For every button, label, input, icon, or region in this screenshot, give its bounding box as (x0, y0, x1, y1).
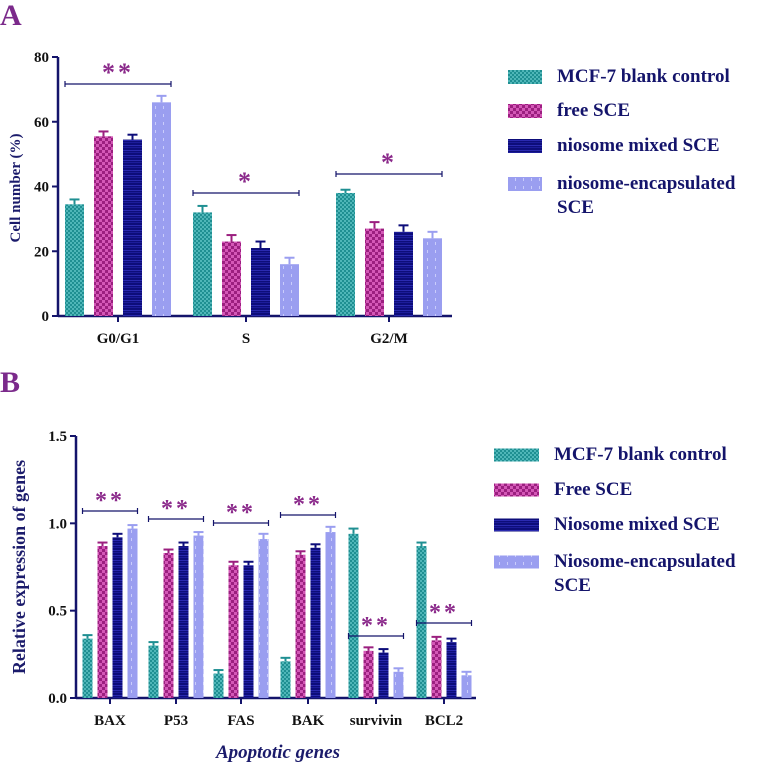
legend-label: MCF-7 blank control (557, 66, 730, 87)
bar (251, 248, 270, 316)
x-tick-label: BCL2 (425, 713, 463, 729)
significance-stars: ** (95, 488, 125, 514)
panel-b-legend: MCF-7 blank control Free SCE Niosome mixed… (494, 444, 736, 596)
y-tick-label: 40 (34, 180, 49, 196)
bar (446, 642, 457, 698)
bar (423, 238, 442, 316)
bar (82, 638, 93, 698)
bar (178, 546, 189, 698)
significance-stars: * (238, 167, 254, 196)
bar (193, 212, 212, 316)
panel-a-plot: 0 20 40 60 80 G0/G1 ** S * G2/M * (34, 50, 452, 347)
bar (378, 652, 389, 698)
bar (336, 192, 355, 316)
bar (148, 645, 159, 698)
x-tick-label: BAK (292, 713, 325, 729)
legend-label: SCE (557, 197, 594, 218)
legend-swatch (508, 139, 542, 153)
legend-label: free SCE (557, 100, 630, 121)
significance-stars: ** (293, 492, 323, 518)
x-tick-label: G2/M (370, 331, 408, 347)
legend-swatch (494, 483, 539, 497)
bar (228, 565, 239, 698)
panel-b: B Relative expression of genes Apoptotic… (0, 366, 736, 763)
panel-a: A Cell number (%) 0 20 40 60 80 G0/G1 ** S * G2/M… (0, 0, 736, 347)
bar (193, 535, 204, 698)
bar (416, 546, 427, 698)
legend-swatch (508, 104, 542, 118)
significance-stars: ** (361, 613, 391, 639)
x-tick-label: survivin (350, 713, 403, 729)
bar (123, 139, 142, 316)
y-tick-label: 0 (42, 309, 50, 325)
y-tick-label: 0.0 (48, 691, 67, 707)
significance-stars: ** (429, 600, 459, 626)
bar (393, 671, 404, 698)
legend-label: niosome mixed SCE (557, 135, 720, 156)
legend-swatch (508, 177, 542, 191)
legend-swatch (494, 448, 539, 462)
bar (325, 532, 336, 698)
x-tick-label: P53 (164, 713, 188, 729)
bar (310, 547, 321, 698)
panel-b-letter: B (0, 366, 20, 399)
legend-label: MCF-7 blank control (554, 444, 727, 465)
x-tick-label: FAS (227, 713, 254, 729)
significance-stars: ** (226, 500, 256, 526)
bar (94, 136, 113, 316)
panel-b-xlabel: Apoptotic genes (215, 742, 340, 763)
bar (280, 264, 299, 316)
panel-b-plot: 0.0 0.5 1.0 1.5 BAX ** P53 ** FAS ** BAK ** survivin… (48, 429, 476, 729)
panel-a-legend: MCF-7 blank control free SCE niosome mixed… (508, 66, 736, 218)
bar (163, 553, 174, 698)
y-tick-label: 80 (34, 50, 49, 66)
bar (243, 565, 254, 698)
bar (461, 675, 472, 698)
x-tick-label: S (242, 331, 250, 347)
bar (363, 650, 374, 698)
y-tick-label: 20 (34, 244, 49, 260)
legend-label: Niosome mixed SCE (554, 514, 720, 535)
y-tick-label: 0.5 (48, 604, 67, 620)
bar (65, 204, 84, 316)
bar (431, 640, 442, 698)
legend-swatch (494, 518, 539, 532)
bar (258, 539, 269, 698)
panel-a-ylabel: Cell number (%) (8, 134, 24, 243)
panel-a-letter: A (0, 0, 22, 32)
legend-label: Niosome-encapsulated (554, 551, 736, 572)
y-tick-label: 1.5 (48, 429, 67, 445)
legend-swatch (494, 555, 539, 569)
bar (394, 231, 413, 316)
x-tick-label: BAX (94, 713, 126, 729)
legend-label: niosome-encapsulated (557, 173, 736, 194)
bar (348, 533, 359, 698)
bar (222, 241, 241, 316)
bar (152, 102, 171, 316)
bar (295, 554, 306, 698)
bar (280, 661, 291, 698)
y-tick-label: 60 (34, 115, 49, 131)
significance-stars: * (381, 148, 397, 177)
bar (127, 528, 138, 698)
legend-label: SCE (554, 575, 591, 596)
bar (365, 228, 384, 316)
legend-label: Free SCE (554, 479, 632, 500)
bar (112, 537, 123, 698)
bar (213, 673, 224, 698)
legend-swatch (508, 70, 542, 84)
significance-stars: ** (102, 58, 134, 87)
panel-b-ylabel: Relative expression of genes (9, 460, 29, 674)
y-tick-label: 1.0 (48, 516, 67, 532)
x-tick-label: G0/G1 (97, 331, 140, 347)
bar (97, 546, 108, 698)
significance-stars: ** (161, 496, 191, 522)
